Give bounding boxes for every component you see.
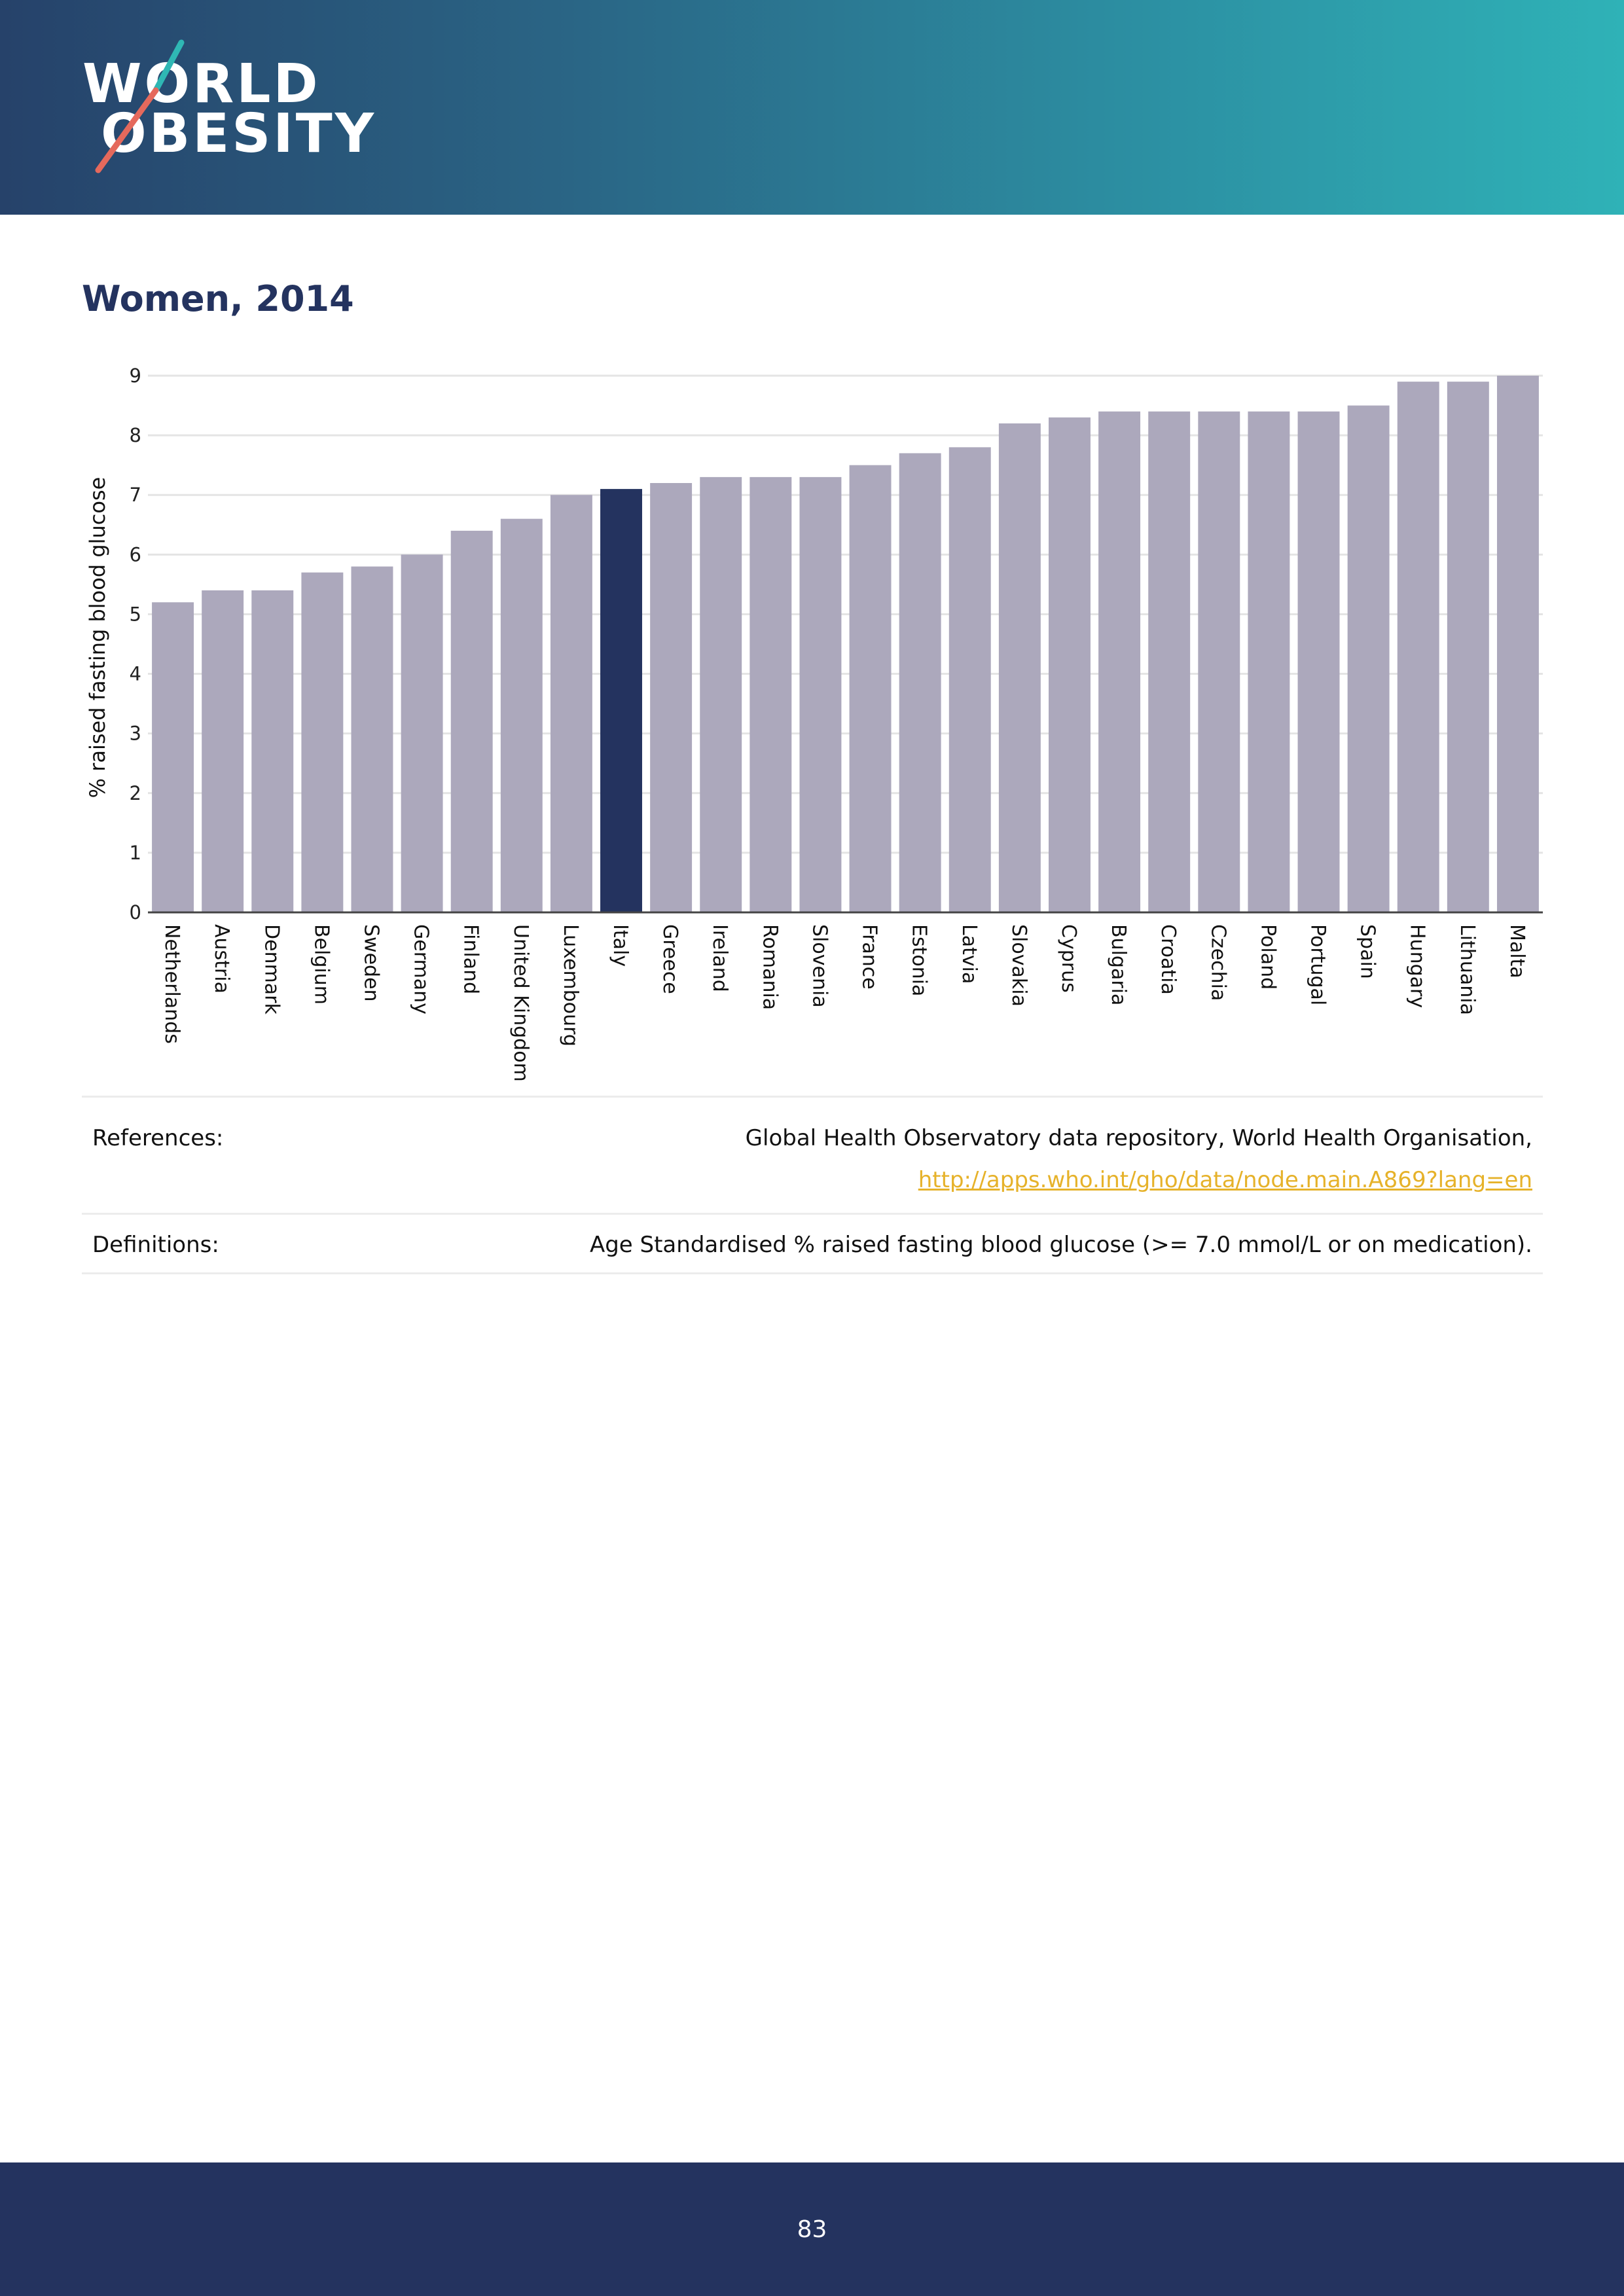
x-tick-label: Slovakia (1007, 924, 1030, 1007)
x-tick-label: Hungary (1406, 924, 1429, 1008)
y-tick-label: 0 (130, 901, 141, 924)
bar (152, 602, 194, 912)
x-tick-label: Bulgaria (1107, 924, 1130, 1005)
page-title: Women, 2014 (82, 278, 354, 319)
y-tick-label: 1 (130, 842, 141, 864)
logo-line-2: OBESITY (101, 103, 377, 165)
x-tick-label: Slovenia (808, 924, 831, 1008)
bar (450, 530, 493, 912)
x-tick-label: France (858, 924, 881, 990)
x-tick-label: Czechia (1206, 924, 1229, 1001)
bar (899, 453, 941, 912)
logo-slash-icon (95, 39, 185, 173)
y-tick-label: 6 (130, 543, 141, 565)
bar (799, 476, 842, 912)
bar (1049, 417, 1091, 912)
x-tick-label: Greece (659, 924, 681, 994)
x-tick-label: Sweden (359, 924, 382, 1002)
x-tick-label: Portugal (1307, 924, 1329, 1005)
definitions-text: Age Standardised % raised fasting blood … (589, 1232, 1532, 1258)
definitions-label: Definitions: (92, 1232, 219, 1258)
x-tick-label: Luxembourg (559, 924, 582, 1047)
x-tick-label: Spain (1356, 924, 1379, 979)
bar (1248, 411, 1290, 912)
bar (251, 590, 294, 912)
bar (1496, 376, 1539, 912)
bar (600, 489, 642, 912)
x-tick-label: Croatia (1157, 924, 1180, 995)
bar (351, 566, 393, 912)
x-tick-label: Malta (1506, 924, 1528, 978)
x-tick-label: Poland (1256, 924, 1279, 990)
bar (301, 572, 344, 912)
x-tick-label: Austria (210, 924, 233, 994)
references-row: References: Global Health Observatory da… (82, 1096, 1543, 1214)
definitions-row: Definitions: Age Standardised % raised f… (82, 1213, 1543, 1274)
bar (998, 423, 1041, 912)
bar (500, 518, 543, 912)
bar (1347, 405, 1390, 912)
y-tick-label: 7 (130, 484, 141, 506)
bar (401, 554, 443, 912)
references-table: References: Global Health Observatory da… (82, 1096, 1543, 1274)
bar (1198, 411, 1240, 912)
references-label: References: (92, 1125, 224, 1151)
header-banner: WORLD OBESITY (0, 0, 1624, 215)
y-tick-label: 9 (130, 365, 141, 387)
bar (1098, 411, 1141, 912)
x-tick-label: Belgium (310, 924, 333, 1005)
x-tick-label: Netherlands (160, 924, 183, 1044)
x-tick-label: Italy (609, 924, 632, 967)
y-tick-label: 2 (130, 782, 141, 804)
x-tick-label: Cyprus (1057, 924, 1080, 993)
logo-line-1: WORLD (82, 53, 321, 115)
bar (849, 465, 892, 912)
bar (550, 495, 592, 912)
bar (700, 476, 742, 912)
bar (202, 590, 244, 912)
bar (1447, 382, 1489, 912)
y-tick-label: 4 (130, 663, 141, 685)
bar (948, 447, 991, 912)
bar-chart: 0 1 2 3 4 5 6 7 8 9 Netherlands Austria Denmark Belgi… (85, 365, 1543, 1082)
x-tick-label: Estonia (908, 924, 931, 996)
bar (749, 476, 792, 912)
x-tick-label: Germany (410, 924, 433, 1014)
references-text: Global Health Observatory data repositor… (745, 1125, 1532, 1151)
y-tick-label: 3 (130, 723, 141, 745)
page-number: 83 (797, 2216, 827, 2243)
bar (1297, 411, 1340, 912)
x-tick-label: Ireland (708, 924, 731, 992)
references-link[interactable]: http://apps.who.int/gho/data/node.main.A… (918, 1167, 1532, 1193)
x-tick-label: Lithuania (1456, 924, 1479, 1015)
x-tick-label: Finland (460, 924, 482, 994)
y-axis-title: % raised fasting blood glucose (85, 477, 110, 798)
world-obesity-logo: WORLD OBESITY (79, 39, 374, 177)
bar (1148, 411, 1191, 912)
x-tick-label: Latvia (958, 924, 981, 984)
x-tick-label: United Kingdom (509, 924, 532, 1082)
bar (650, 483, 693, 912)
y-tick-label: 5 (130, 603, 141, 625)
footer-bar (0, 2162, 1624, 2296)
x-tick-label: Denmark (260, 924, 283, 1015)
x-tick-label: Romania (758, 924, 781, 1010)
bar (1397, 382, 1439, 912)
y-tick-label: 8 (130, 424, 141, 446)
